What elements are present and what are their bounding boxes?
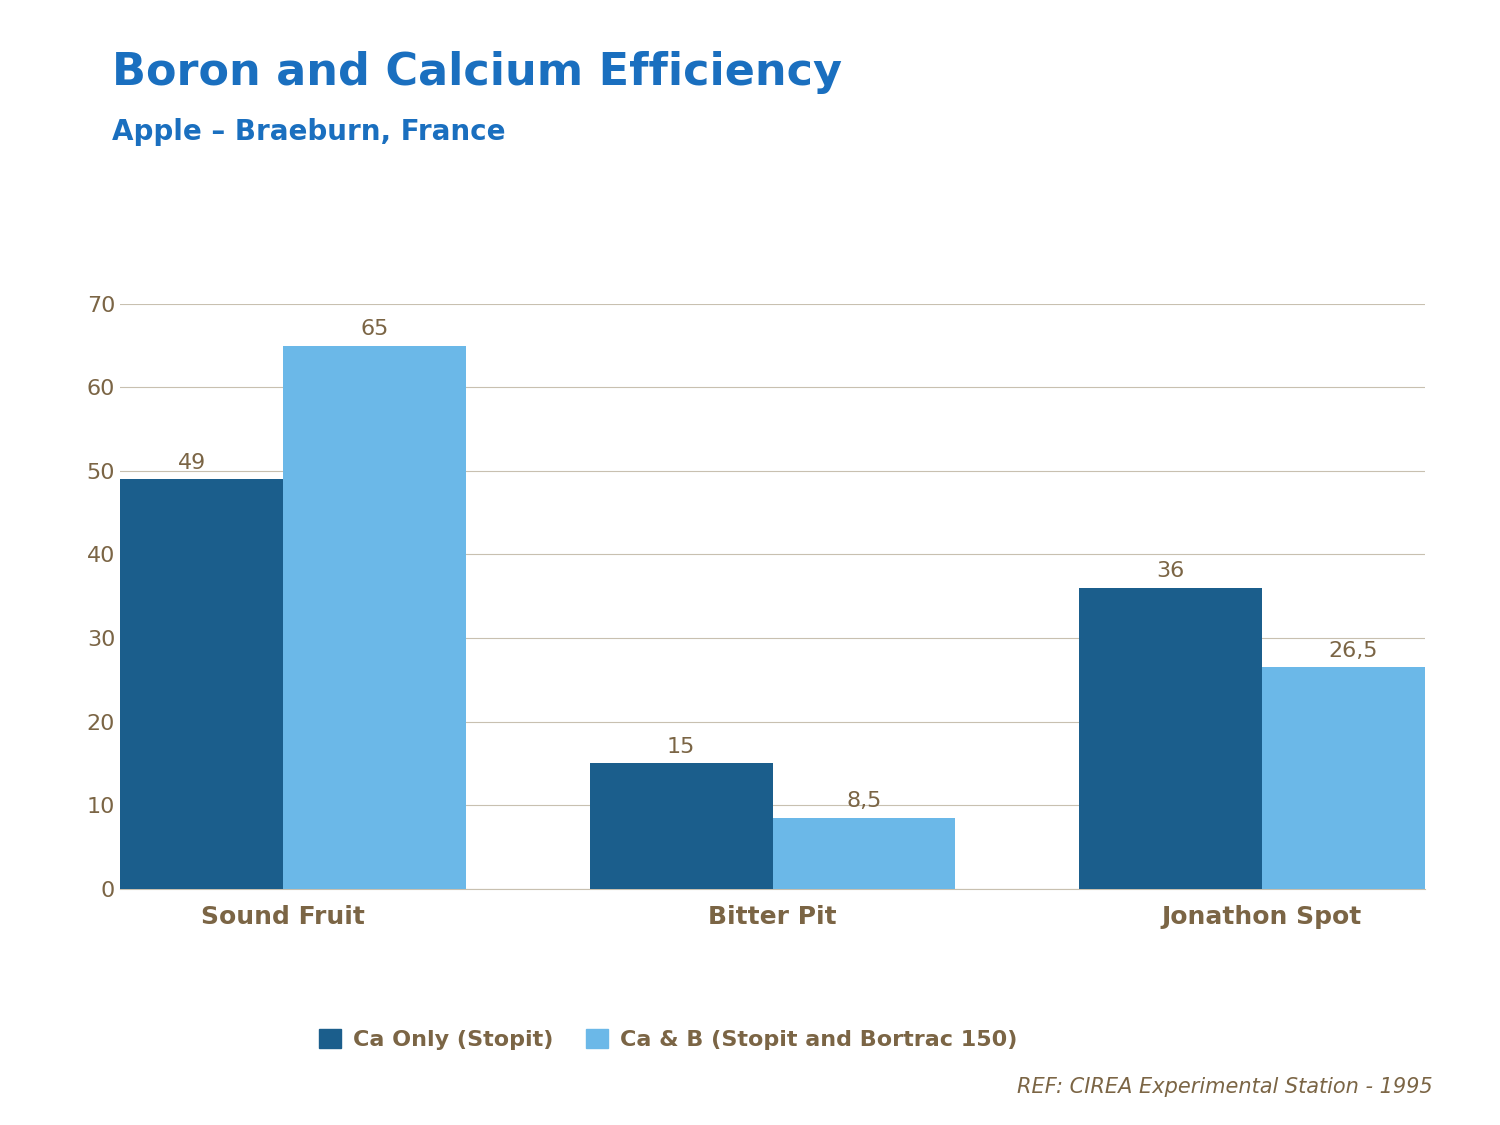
Text: Boron and Calcium Efficiency: Boron and Calcium Efficiency (112, 51, 843, 93)
Legend: Ca Only (Stopit), Ca & B (Stopit and Bortrac 150): Ca Only (Stopit), Ca & B (Stopit and Bor… (320, 1028, 1017, 1050)
Text: 65: 65 (360, 318, 388, 339)
Text: REF: CIREA Experimental Station - 1995: REF: CIREA Experimental Station - 1995 (1017, 1077, 1432, 1097)
Bar (772, 818, 956, 889)
Bar (590, 764, 772, 889)
Bar (1262, 667, 1444, 889)
Bar (100, 479, 284, 889)
Bar (1078, 588, 1262, 889)
Text: 15: 15 (668, 737, 696, 757)
Text: 8,5: 8,5 (846, 791, 882, 811)
Text: 26,5: 26,5 (1329, 640, 1378, 660)
Text: 36: 36 (1156, 561, 1185, 582)
Bar (284, 345, 466, 889)
Text: 49: 49 (177, 452, 206, 472)
Text: Apple – Braeburn, France: Apple – Braeburn, France (112, 118, 506, 146)
